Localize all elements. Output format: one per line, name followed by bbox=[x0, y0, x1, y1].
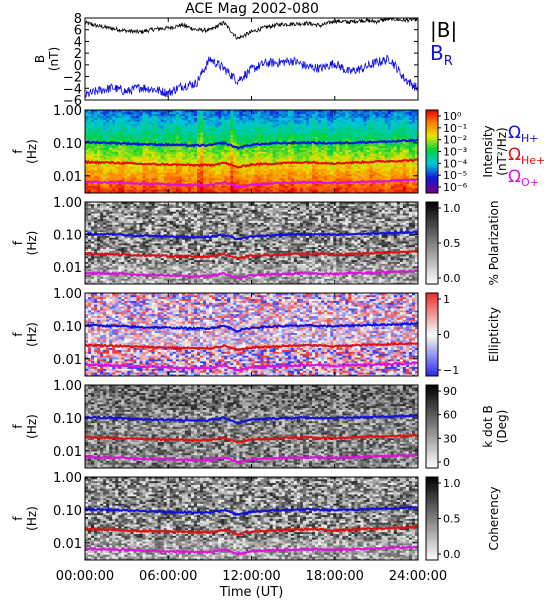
series-line-b-r bbox=[85, 56, 418, 97]
y-axis-label-line: B bbox=[33, 55, 47, 63]
y-tick-label: 8 bbox=[74, 12, 82, 27]
legend-subscript: R bbox=[444, 54, 453, 69]
legend-b-r: BR bbox=[430, 41, 453, 69]
panel-spectrogram-1: 1.000.100.01f(Hz)10⁰10⁻¹10⁻²10⁻³10⁻⁴10⁻⁵… bbox=[11, 104, 545, 194]
y-axis-label-line: (nT) bbox=[47, 47, 61, 71]
y-axis-label: B(nT) bbox=[33, 47, 61, 71]
legend-b-magnitude: |B| bbox=[430, 18, 457, 42]
figure-title: ACE Mag 2002-080 bbox=[185, 1, 319, 17]
legend: |B|BR bbox=[430, 18, 457, 69]
